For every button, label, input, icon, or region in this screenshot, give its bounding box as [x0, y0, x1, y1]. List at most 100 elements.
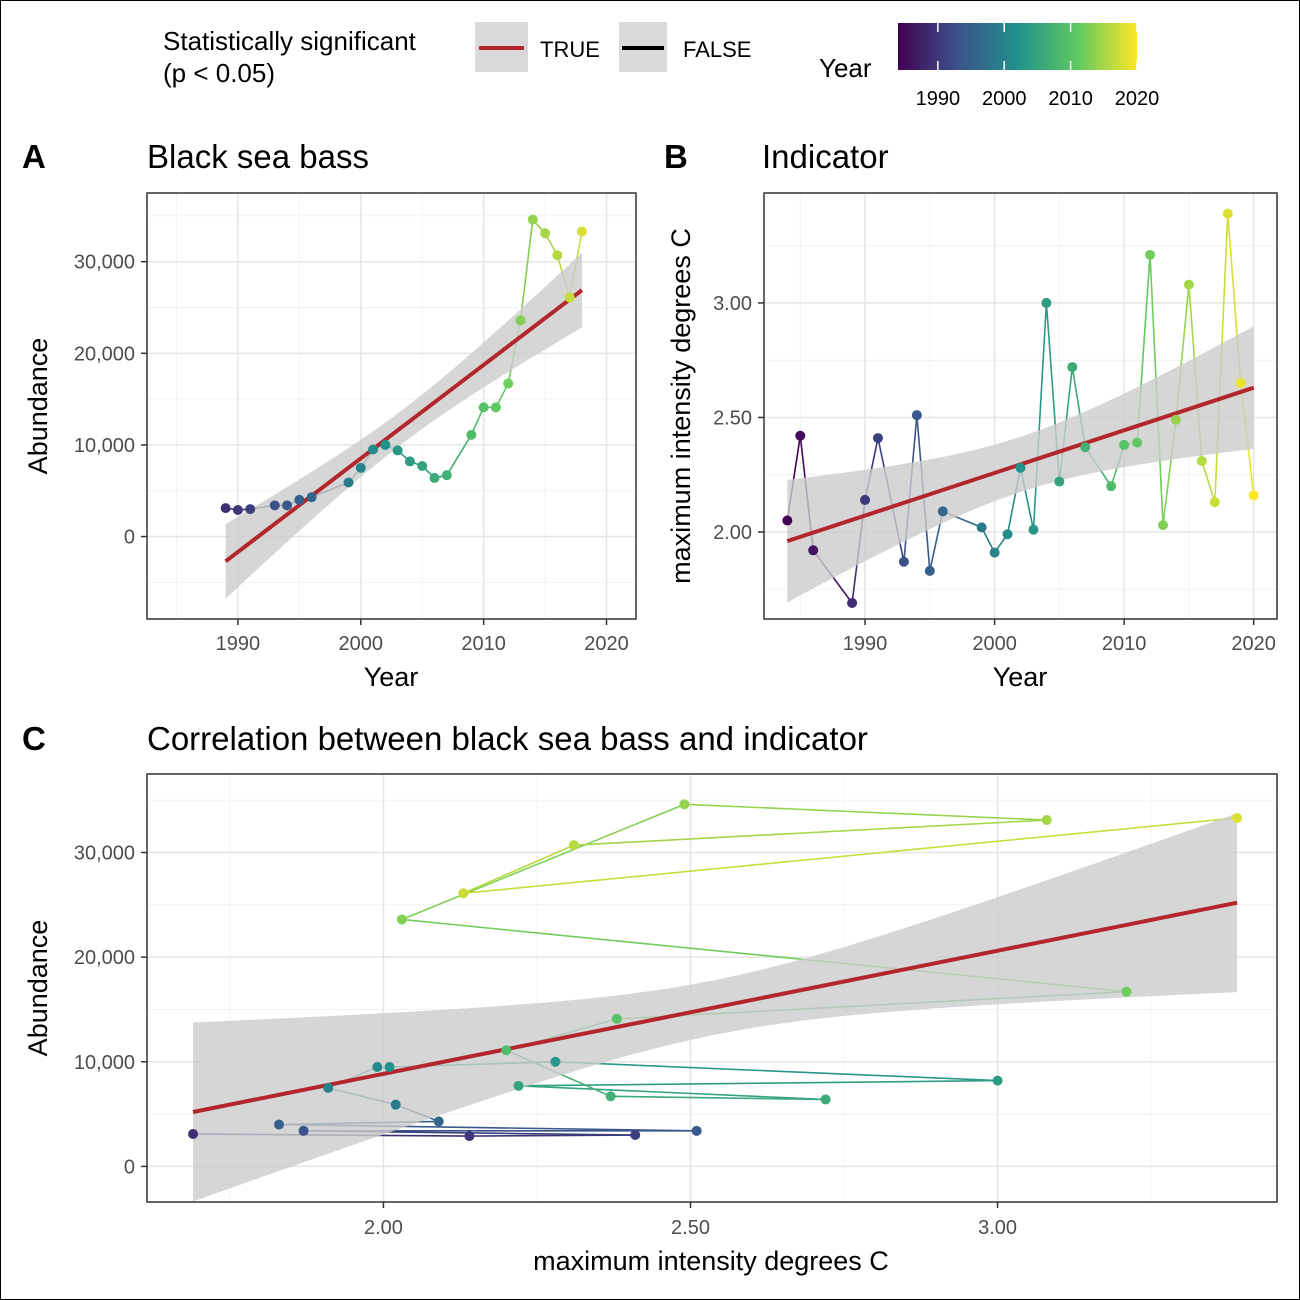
data-point [188, 1128, 199, 1139]
panel-title: Indicator [762, 138, 889, 175]
x-axis-title: maximum intensity degrees C [533, 1246, 889, 1276]
plot-border [146, 773, 1278, 1203]
y-tick-label: 10,000 [74, 435, 135, 457]
data-points [220, 214, 587, 515]
x-tick-label: 2020 [1231, 633, 1276, 655]
data-point [490, 402, 501, 413]
data-point [343, 477, 354, 488]
x-tick-label: 3.00 [978, 1217, 1017, 1239]
data-point [429, 472, 440, 483]
data-point [441, 470, 452, 481]
data-point [232, 504, 243, 515]
y-axis-title: Abundance [23, 920, 53, 1057]
x-axis-title: Year [364, 662, 419, 692]
data-point [1121, 986, 1132, 997]
data-point [1119, 439, 1130, 450]
x-tick-label: 2000 [339, 633, 384, 655]
data-point [860, 494, 871, 505]
data-point [384, 1062, 395, 1073]
data-point [433, 1116, 444, 1127]
y-tick-label: 0 [124, 1156, 135, 1178]
data-point [564, 292, 575, 303]
data-point [1196, 455, 1207, 466]
data-point [1028, 524, 1039, 535]
data-point [1002, 529, 1013, 540]
data-line-segment [519, 219, 534, 321]
data-point [1015, 462, 1026, 473]
data-points [188, 799, 1243, 1142]
y-tick-label: 3.00 [713, 293, 752, 315]
data-point [1248, 490, 1259, 501]
data-point [1132, 437, 1143, 448]
data-line-segment [518, 1079, 998, 1087]
y-axis-title: Abundance [23, 338, 53, 475]
data-point [568, 840, 579, 851]
data-point [1041, 815, 1052, 826]
x-tick-label: 1990 [216, 633, 261, 655]
x-tick-label: 2.50 [671, 1217, 710, 1239]
data-point [478, 402, 489, 413]
significance-legend-title-line1: Statistically significant [163, 26, 417, 56]
data-point [911, 410, 922, 421]
data-point [298, 1125, 309, 1136]
panel-c: 2.00 2.50 3.00 0 10,000 20,000 30,000 maximum i… [22, 720, 1278, 1276]
data-point [323, 1082, 334, 1093]
year-colorbar-legend: Year 1990 2000 2010 2020 [819, 23, 1159, 110]
trend-line [192, 900, 1238, 1114]
y-tick-label: 2.50 [713, 407, 752, 429]
panel-title: Correlation between black sea bass and i… [147, 720, 868, 757]
data-line-segment [401, 803, 685, 921]
panel-tag: C [22, 720, 46, 757]
data-point [782, 515, 793, 526]
data-point [540, 228, 551, 239]
data-line-segment [684, 803, 1047, 821]
data-point [611, 1013, 622, 1024]
data-point [550, 1056, 561, 1067]
data-point [1170, 414, 1181, 425]
significance-legend-title-line2: (p < 0.05) [163, 58, 275, 88]
panel-tag: B [664, 138, 688, 175]
x-tick-label: 2.00 [364, 1217, 403, 1239]
data-line-segment [446, 434, 473, 476]
data-line-segment [555, 1060, 998, 1082]
data-point [552, 250, 563, 261]
colorbar-tick-label: 2020 [1115, 88, 1160, 110]
data-point [679, 799, 690, 810]
data-point [1067, 362, 1078, 373]
data-point [576, 226, 587, 237]
y-tick-label: 2.00 [713, 522, 752, 544]
data-line-segment [1032, 302, 1048, 530]
data-point [924, 565, 935, 576]
x-tick-label: 2010 [1102, 633, 1147, 655]
data-point [466, 429, 477, 440]
colorbar-title: Year [819, 53, 872, 83]
panel-title: Black sea bass [147, 138, 369, 175]
legend-key-false-label: FALSE [683, 37, 751, 62]
panel-b: 1990 2000 2010 2020 2.00 2.50 3.00 Year maximum … [664, 138, 1278, 692]
data-line-segment [470, 407, 485, 436]
data-point [390, 1099, 401, 1110]
legend-key-true-label: TRUE [540, 37, 600, 62]
colorbar-tick-label: 2000 [982, 88, 1027, 110]
panel-tag: A [22, 138, 46, 175]
data-point [1106, 481, 1117, 492]
data-point [1145, 249, 1156, 260]
data-point [1041, 297, 1052, 308]
data-point [269, 500, 280, 511]
data-points [782, 208, 1259, 608]
x-tick-label: 1990 [843, 633, 888, 655]
data-point [392, 445, 403, 456]
y-tick-label: 10,000 [74, 1052, 135, 1074]
panel-a: 1990 2000 2010 2020 0 10,000 20,000 30,000 Year A… [22, 138, 637, 692]
x-tick-label: 2000 [972, 633, 1017, 655]
data-line-segment [462, 844, 575, 895]
data-line-segment [610, 1095, 826, 1101]
data-point [404, 456, 415, 467]
trend-line [224, 288, 584, 563]
data-point [306, 492, 317, 503]
data-point [1209, 497, 1220, 508]
data-point [937, 506, 948, 517]
data-point [1222, 208, 1233, 219]
data-point [992, 1075, 1003, 1086]
